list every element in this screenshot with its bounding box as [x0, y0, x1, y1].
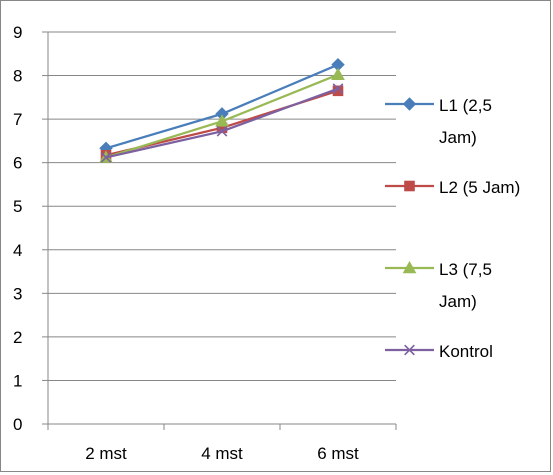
y-tick-label: 6: [13, 154, 22, 173]
y-tick-label: 8: [13, 67, 22, 86]
data-point: [331, 67, 345, 80]
data-point: [332, 83, 344, 94]
legend-label: L2 (5 Jam): [439, 178, 520, 197]
legend-label: Jam): [439, 128, 477, 147]
y-tick-label: 5: [13, 197, 22, 216]
legend-marker: [402, 260, 417, 274]
legend-marker: [402, 97, 417, 111]
data-point: [216, 125, 228, 137]
x-tick-label: 6 mst: [317, 444, 359, 463]
y-tick-label: 3: [13, 284, 22, 303]
x-tick-label: 4 mst: [201, 444, 243, 463]
legend-marker: [404, 344, 415, 356]
y-tick-label: 4: [13, 241, 22, 260]
y-tick-label: 2: [13, 328, 22, 347]
series-line: [105, 63, 339, 150]
data-point: [215, 114, 229, 127]
legend-label: Kontrol: [439, 342, 493, 361]
x-tick-label: 2 mst: [85, 444, 127, 463]
y-tick-label: 1: [13, 371, 22, 390]
legend-label: L3 (7,5: [439, 260, 492, 279]
legend-label: Jam): [439, 292, 477, 311]
legend-marker: [404, 180, 415, 192]
y-tick-label: 9: [13, 23, 22, 42]
data-point: [100, 152, 112, 163]
legend-label: L1 (2,5: [439, 96, 492, 115]
y-tick-label: 0: [13, 415, 22, 434]
y-tick-label: 7: [13, 110, 22, 129]
